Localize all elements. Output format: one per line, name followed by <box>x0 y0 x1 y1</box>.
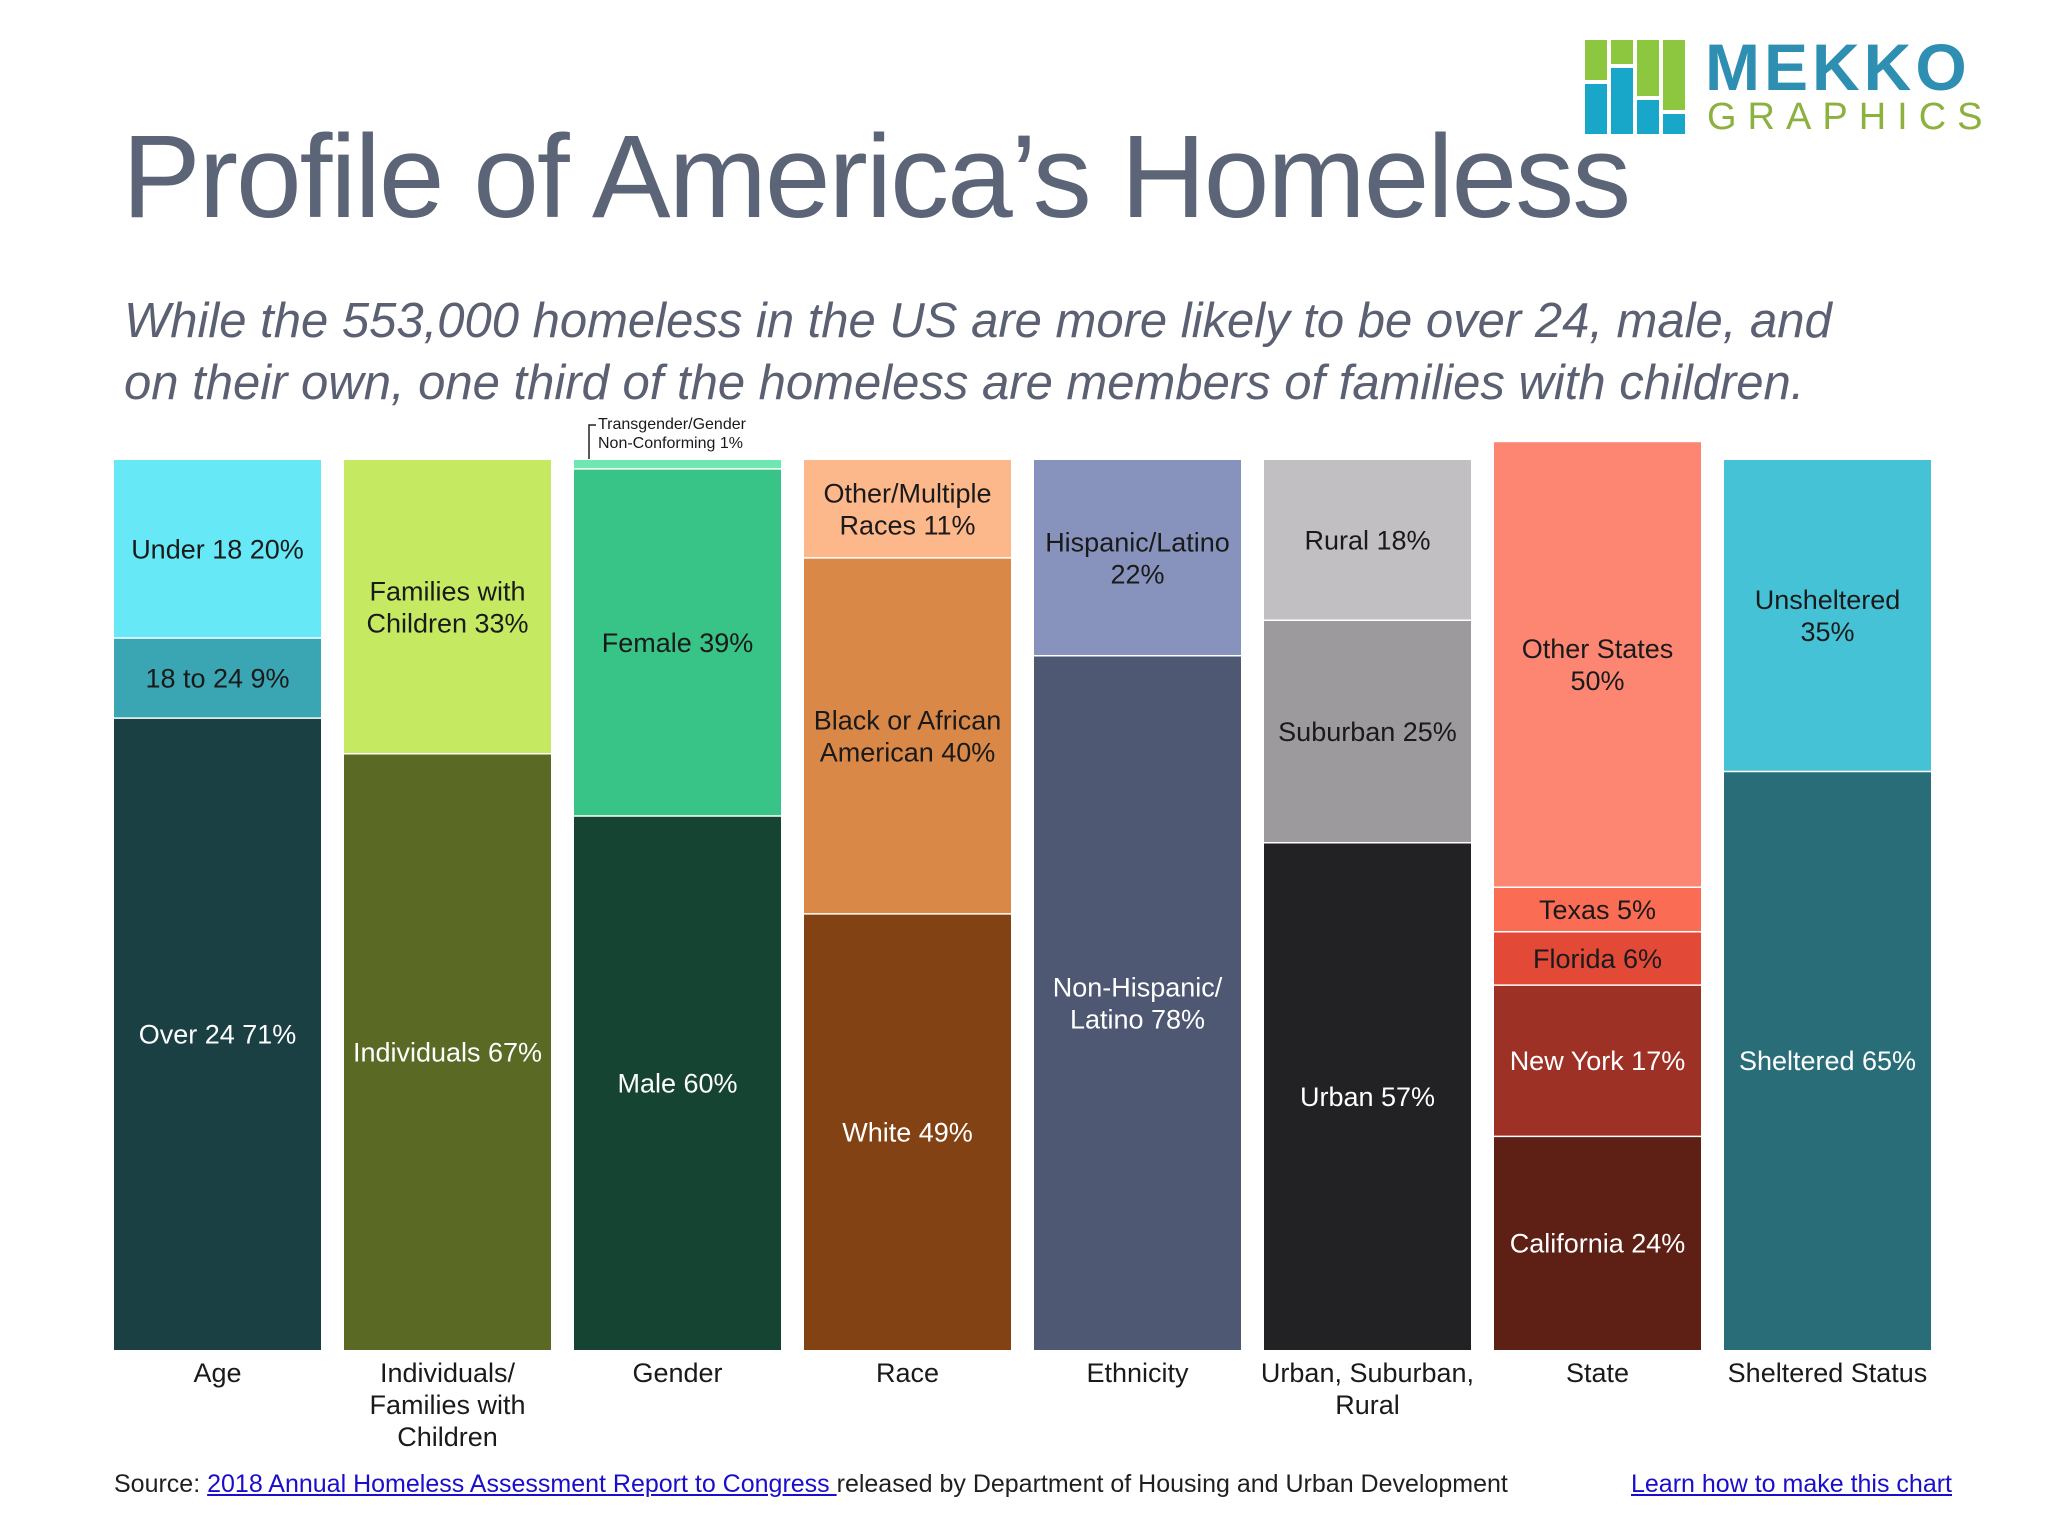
bar-segment <box>1494 1136 1701 1350</box>
segment-label: Unsheltered 35% <box>1755 585 1901 647</box>
source-prefix: Source: <box>114 1470 208 1498</box>
bar-segment <box>1494 931 1701 986</box>
logo-wordmark-graphics: GRAPHICS <box>1707 96 1994 138</box>
segment-label: California 24% <box>1510 1229 1686 1259</box>
source-suffix: released by Department of Housing and Ur… <box>836 1470 1508 1498</box>
bar-segment <box>804 460 1011 558</box>
category-label: Individuals/Families with Children <box>369 1358 525 1452</box>
bar-segment <box>114 460 321 638</box>
bar-segment <box>344 753 551 1350</box>
segment-label: Rural 18% <box>1304 526 1430 556</box>
bar-segment <box>1724 460 1931 772</box>
segment-label: Sheltered 65% <box>1739 1046 1916 1076</box>
segment-label: Urban 57% <box>1300 1082 1435 1112</box>
bar-segment <box>114 638 321 719</box>
bar-segment <box>1034 460 1241 656</box>
bar-segment <box>1264 620 1471 843</box>
segment-label: Transgender/Gender Non-Conforming 1% <box>598 416 747 452</box>
subtitle-line-2: on their own, one third of the homeless … <box>124 356 1805 410</box>
segment-label: Individuals 67% <box>353 1037 542 1067</box>
segment-label: Texas 5% <box>1539 895 1656 925</box>
learn-how-link[interactable]: Learn how to make this chart <box>1631 1470 1952 1498</box>
source-note: Source: 2018 Annual Homeless Assessment … <box>114 1470 1508 1499</box>
logo-wordmark-mekko: MEKKO <box>1705 30 1971 104</box>
category-label: Race <box>876 1358 939 1388</box>
segment-label: Other/Multiple Races 11% <box>823 478 991 540</box>
segment-label: Black or African American 40% <box>814 705 1002 767</box>
category-label: Gender <box>632 1358 722 1388</box>
bar-segment <box>1264 842 1471 1350</box>
category-label: Urban, Suburban, Rural <box>1261 1358 1474 1420</box>
page-title: Profile of America’s Homeless <box>122 111 1631 243</box>
bar-segment <box>574 816 781 1350</box>
category-label: State <box>1566 1358 1629 1388</box>
callout-leader-line <box>588 424 596 459</box>
bar-segment <box>344 460 551 754</box>
segment-label: Non-Hispanic/Latino 78% <box>1053 972 1223 1034</box>
segment-label: Female 39% <box>602 628 754 658</box>
bar-segment <box>574 468 781 816</box>
mekko-logo-mark <box>1585 40 1685 134</box>
bar-segment <box>1724 771 1931 1350</box>
segment-label: Under 18 20% <box>131 534 304 564</box>
bar-segment <box>574 460 781 469</box>
segment-label: Hispanic/Latino 22% <box>1045 527 1230 589</box>
bar-segment <box>1494 442 1701 888</box>
source-report-link[interactable]: 2018 Annual Homeless Assessment Report t… <box>207 1470 837 1498</box>
bar-segment <box>1494 985 1701 1137</box>
category-label: Age <box>193 1358 241 1388</box>
segment-label: Other States 50% <box>1522 634 1674 696</box>
segment-label: 18 to 24 9% <box>145 664 289 694</box>
category-label: Ethnicity <box>1086 1358 1189 1388</box>
bar-segment <box>1494 887 1701 932</box>
segment-label: Over 24 71% <box>139 1020 297 1050</box>
bar-segment <box>804 913 1011 1350</box>
bar-segment <box>1034 655 1241 1350</box>
segment-label: New York 17% <box>1510 1046 1686 1076</box>
page-subtitle: While the 553,000 homeless in the US are… <box>124 290 1984 414</box>
segment-label: White 49% <box>842 1117 973 1147</box>
subtitle-line-1: While the 553,000 homeless in the US are… <box>124 294 1832 348</box>
segment-label: Families with Children 33% <box>366 576 528 638</box>
segment-label: Male 60% <box>617 1068 737 1098</box>
category-label: Sheltered Status <box>1728 1358 1928 1388</box>
bar-segment <box>1264 460 1471 621</box>
bar-segment <box>114 718 321 1350</box>
mekko-graphics-logo: MEKKO GRAPHICS <box>1585 34 2005 140</box>
segment-label: Suburban 25% <box>1278 717 1457 747</box>
segment-label: Florida 6% <box>1533 944 1662 974</box>
bar-segment <box>804 557 1011 914</box>
